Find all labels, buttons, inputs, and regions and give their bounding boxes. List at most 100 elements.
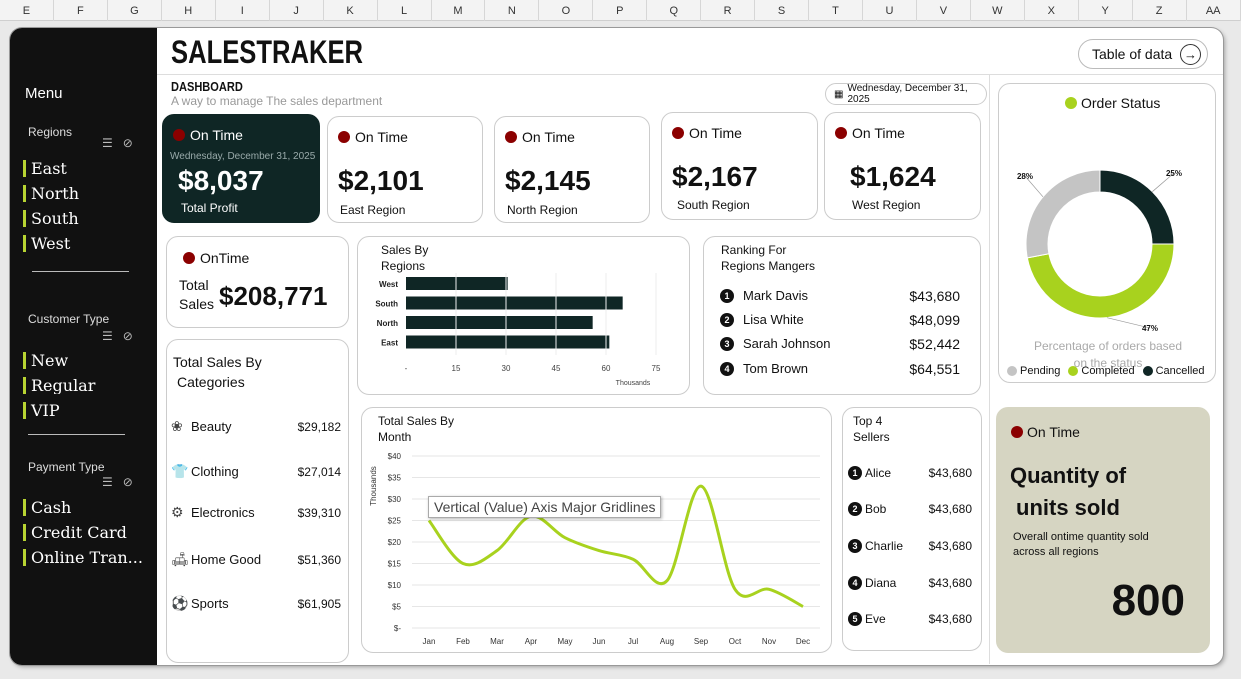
table-of-data-button[interactable]: Table of data → [1078, 39, 1208, 69]
category-row: ⚙ Electronics $39,310 [171, 504, 341, 521]
rank-badge: 1 [720, 288, 734, 303]
header-divider [157, 74, 1223, 75]
kpi-amount: $1,624 [850, 161, 936, 192]
line-y-tick-label: $40 [388, 452, 402, 461]
line-y-tick-label: $5 [392, 603, 401, 612]
column-header[interactable]: Z [1133, 0, 1187, 21]
top-sellers-title: Top 4 Sellers [853, 414, 890, 444]
legend-label: Completed [1081, 365, 1135, 377]
column-header[interactable]: R [701, 0, 756, 21]
category-name: Electronics [191, 505, 255, 520]
sales-by-month-card: Total Sales By Month $- $5 $10 $15 $20 $25 $30 $… [361, 407, 832, 653]
slicer-item-east[interactable]: East [23, 160, 143, 177]
status-dot-icon [183, 252, 195, 264]
column-header[interactable]: I [216, 0, 270, 21]
seller-row: 5 Eve $43,680 [848, 612, 972, 626]
kpi-status-label: On Time [689, 125, 742, 141]
column-header[interactable]: L [378, 0, 432, 21]
column-header[interactable]: V [917, 0, 971, 21]
column-header[interactable]: AA [1187, 0, 1241, 21]
clear-filter-icon[interactable]: ⊘ [122, 136, 143, 150]
chip-icon: ⚙ [171, 504, 184, 520]
payment-slicer-icons: ☰⊘ [102, 475, 143, 489]
seller-rank-badge: 3 [848, 539, 862, 553]
category-row: 👕 Clothing $27,014 [171, 463, 341, 480]
multi-select-icon[interactable]: ☰ [102, 136, 123, 150]
title-dot-icon [1065, 97, 1077, 109]
category-value: $27,014 [297, 464, 341, 479]
line-x-tick-label: Sep [694, 637, 709, 646]
seller-rank-badge: 2 [848, 502, 862, 516]
slicer-item-online-transfer[interactable]: Online Tran... [23, 549, 143, 566]
category-value: $51,360 [297, 552, 341, 567]
column-header[interactable]: E [0, 0, 54, 21]
line-x-tick-label: Nov [762, 637, 776, 646]
column-header[interactable]: U [863, 0, 917, 21]
kpi-status: On Time [672, 125, 742, 141]
dashboard-subtitle: A way to manage The sales department [171, 94, 383, 108]
seller-name: Alice [865, 466, 892, 480]
slicer-item-vip[interactable]: VIP [23, 402, 143, 419]
bar-tick-label: 15 [452, 364, 461, 373]
column-header[interactable]: H [162, 0, 216, 21]
bar-mark [406, 296, 623, 310]
column-header[interactable]: F [54, 0, 108, 21]
clear-filter-icon[interactable]: ⊘ [122, 329, 143, 343]
donut-title-text: Order Status [1081, 95, 1160, 111]
slicer-item-credit-card[interactable]: Credit Card [23, 524, 143, 541]
donut-percent-label: 28% [1017, 172, 1033, 181]
ranking-card: Ranking For Regions Mangers 1 Mark Davis $4… [703, 236, 981, 395]
kpi-total-profit: On Time Wednesday, December 31, 2025 $8,… [162, 114, 320, 223]
lotus-icon: ❀ [171, 418, 183, 434]
slicer-item-new[interactable]: New [23, 352, 143, 369]
bar-tick-label: 75 [652, 364, 661, 373]
multi-select-icon[interactable]: ☰ [102, 475, 123, 489]
shirt-icon: 👕 [171, 463, 189, 479]
column-header[interactable]: Y [1079, 0, 1133, 21]
donut-caption: Percentage of orders based [1034, 339, 1182, 353]
line-axis-label: Thousands [369, 466, 378, 506]
manager-name: Sarah Johnson [743, 336, 831, 351]
manager-name: Lisa White [743, 312, 804, 327]
slicer-item-north[interactable]: North [23, 185, 143, 202]
column-header-bar: E F G H I J K L M N O P Q R S T U V W X Y Z AA [0, 0, 1241, 21]
category-row: 🛋 Home Good $51,360 [171, 551, 341, 568]
slicer-item-regular[interactable]: Regular [23, 377, 143, 394]
column-header[interactable]: X [1025, 0, 1079, 21]
manager-name: Tom Brown [743, 361, 809, 376]
line-x-tick-label: Jun [593, 637, 606, 646]
column-header[interactable]: Q [647, 0, 702, 21]
column-header[interactable]: K [324, 0, 378, 21]
qty-description: Overall ontime quantity sold across all r… [1013, 531, 1149, 558]
column-header[interactable]: G [108, 0, 162, 21]
column-header[interactable]: N [485, 0, 540, 21]
main-area: SALESTRAKER Table of data → DASHBOARD A … [157, 28, 1223, 665]
column-header[interactable]: P [593, 0, 648, 21]
column-header[interactable]: T [809, 0, 863, 21]
ball-icon: ⚽ [171, 595, 189, 611]
bar-category-label: South [375, 300, 398, 309]
categories-title: Total Sales By Categories [173, 354, 262, 390]
status-dot-icon [672, 127, 684, 139]
seller-name: Charlie [865, 539, 904, 553]
column-header[interactable]: O [539, 0, 594, 21]
line-chart: $- $5 $10 $15 $20 $25 $30 $35 $40 Thousands Jan Feb… [369, 452, 820, 646]
manager-value: $64,551 [909, 360, 960, 377]
slicer-item-south[interactable]: South [23, 210, 143, 227]
category-name: Home Good [191, 552, 262, 567]
column-header[interactable]: W [971, 0, 1025, 21]
kpi-label: North Region [507, 203, 578, 217]
clear-filter-icon[interactable]: ⊘ [122, 475, 143, 489]
multi-select-icon[interactable]: ☰ [102, 329, 123, 343]
seller-value: $43,680 [928, 612, 972, 626]
line-x-tick-label: Mar [490, 637, 504, 646]
slicer-item-west[interactable]: West [23, 235, 143, 252]
legend-item: Completed [1068, 365, 1135, 377]
kpi-label: East Region [340, 203, 406, 217]
column-header[interactable]: J [270, 0, 324, 21]
column-header[interactable]: M [432, 0, 486, 21]
column-header[interactable]: S [755, 0, 810, 21]
slicer-item-cash[interactable]: Cash [23, 499, 143, 516]
total-sales-label: Total Sales [179, 277, 215, 312]
